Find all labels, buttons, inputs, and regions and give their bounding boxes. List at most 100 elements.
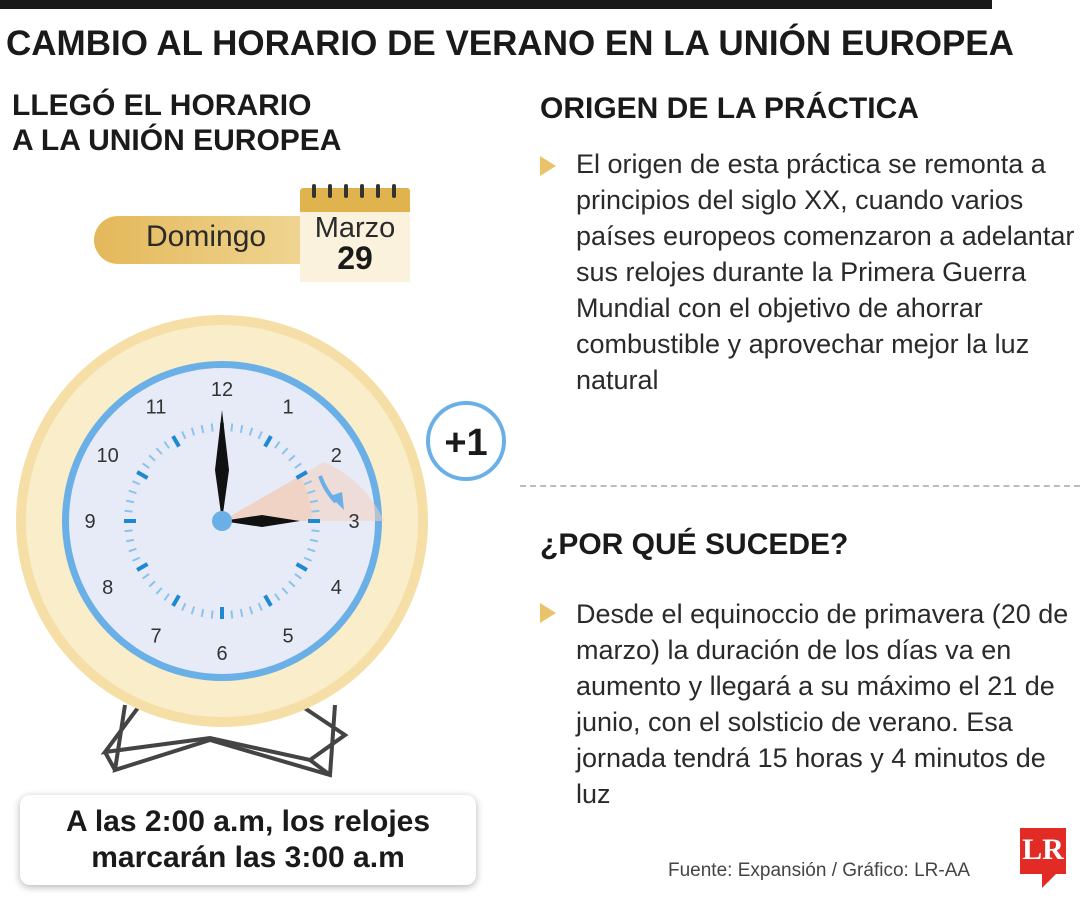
dashed-divider: [520, 485, 1080, 487]
clock-number: 8: [102, 577, 113, 599]
clock-number: 10: [97, 445, 119, 467]
minute-tick: [148, 454, 156, 462]
hour-tick: [295, 470, 308, 480]
clock-number: 6: [216, 643, 227, 665]
minute-tick: [257, 431, 263, 440]
hour-tick: [295, 562, 308, 572]
minute-tick: [288, 454, 296, 462]
clock-number: 11: [146, 397, 167, 419]
note-text: A las 2:00 a.m, los relojes marcarán las…: [20, 804, 476, 876]
calendar-ring: [344, 184, 348, 198]
minute-tick: [190, 427, 196, 436]
clock-number: 9: [84, 511, 95, 533]
minute-tick: [155, 587, 163, 595]
minute-tick: [128, 489, 137, 495]
minute-tick: [294, 462, 302, 469]
lr-logo: [1020, 828, 1066, 874]
clock-number: 4: [331, 577, 342, 599]
minute-tick: [257, 602, 263, 611]
minute-tick: [307, 547, 316, 553]
minute-tick: [132, 480, 141, 486]
calendar-ring: [376, 184, 380, 198]
minute-tick: [200, 608, 205, 618]
calendar-ring: [312, 184, 316, 198]
triangle-bullet-icon: [540, 603, 556, 623]
clock-number: 5: [282, 625, 293, 647]
minute-tick: [181, 602, 187, 611]
page-title: CAMBIO AL HORARIO DE VERANO EN LA UNIÓN …: [6, 24, 1014, 63]
origin-text: El origen de esta práctica se remonta a …: [576, 149, 1075, 395]
minute-tick: [281, 587, 289, 595]
clock-number: 2: [331, 445, 342, 467]
minute-tick: [288, 580, 296, 588]
why-text: Desde el equinoccio de primavera (20 de …: [576, 599, 1069, 809]
minute-tick: [190, 606, 196, 615]
minute-tick: [311, 529, 320, 533]
source-credit: Fuente: Expansión / Gráfico: LR-AA: [668, 860, 971, 881]
minute-tick: [303, 480, 312, 486]
clock-number: 12: [211, 379, 233, 401]
minute-tick: [274, 441, 281, 449]
clock-number: 1: [282, 397, 293, 419]
note-box: [20, 795, 476, 885]
minute-tick: [210, 423, 214, 432]
left-heading-line1: LLEGÓ EL HORARIO: [12, 89, 312, 122]
minute-tick: [281, 447, 289, 455]
hour-tick: [136, 470, 149, 480]
day-pill: [94, 216, 334, 264]
calendar-ring: [328, 184, 332, 198]
minute-tick: [125, 538, 135, 543]
clock-number: 3: [348, 511, 359, 533]
hour-tick: [263, 594, 273, 607]
hour-tick: [171, 594, 181, 607]
top-rule: [0, 0, 992, 9]
clock-center: [212, 511, 232, 531]
plus-one-label: +1: [444, 422, 487, 464]
hour-tick: [171, 435, 181, 448]
clock-stand: [100, 703, 349, 778]
note-line1: A las 2:00 a.m, los relojes: [65, 805, 431, 838]
minute-tick: [163, 441, 170, 449]
minute-tick: [274, 593, 281, 601]
minute-tick: [311, 509, 320, 513]
minute-tick: [307, 489, 316, 495]
plus-one-badge: [426, 401, 506, 481]
clock-number: 7: [150, 625, 161, 647]
minute-tick: [155, 447, 163, 455]
lr-logo-text: LR: [1022, 833, 1064, 866]
note-line2: marcarán las 3:00 a.m: [91, 841, 405, 874]
lr-logo-tail: [1042, 872, 1058, 888]
minute-tick: [124, 509, 133, 513]
hour-hand: [222, 515, 300, 527]
origin-heading: ORIGEN DE LA PRÁCTICA: [540, 92, 919, 125]
minute-tick: [248, 606, 254, 615]
left-heading-line2: A LA UNIÓN EUROPEA: [12, 124, 342, 157]
minute-tick: [148, 580, 156, 588]
minute-tick: [294, 573, 302, 580]
why-heading: ¿POR QUÉ SUCEDE?: [540, 528, 849, 561]
triangle-bullet-icon: [540, 156, 556, 176]
minute-tick: [181, 431, 187, 440]
minute-tick: [309, 538, 319, 543]
minute-tick: [248, 427, 254, 436]
calendar-date: 29: [337, 240, 373, 276]
minute-tick: [239, 608, 244, 618]
calendar-month: Marzo: [314, 212, 396, 244]
minute-tick: [125, 499, 135, 504]
minute-tick: [128, 547, 137, 553]
minute-tick: [200, 424, 205, 434]
minute-tick: [309, 499, 319, 504]
minute-tick: [132, 556, 141, 562]
calendar-ring: [360, 184, 364, 198]
calendar-ring: [392, 184, 396, 198]
minute-tick: [210, 610, 214, 619]
minute-tick: [303, 556, 312, 562]
calendar-icon: [300, 188, 410, 212]
minute-tick: [230, 423, 234, 432]
minute-tick: [239, 424, 244, 434]
minute-hand: [215, 410, 229, 521]
hour-tick: [136, 562, 149, 572]
minute-tick: [142, 573, 150, 580]
